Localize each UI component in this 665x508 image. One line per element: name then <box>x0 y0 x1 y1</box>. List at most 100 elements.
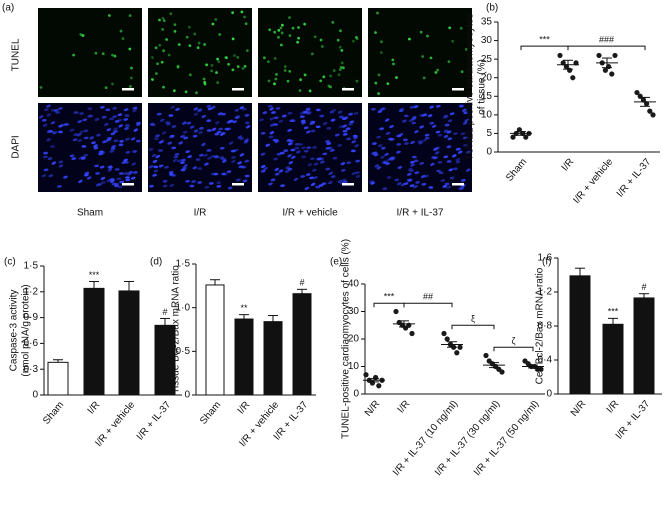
cell-nucleus <box>275 72 278 76</box>
data-point <box>409 330 415 337</box>
bar <box>569 275 591 395</box>
cell-nucleus <box>94 117 100 121</box>
cell-nucleus <box>102 140 107 144</box>
cell-nucleus <box>215 71 218 74</box>
cell-nucleus <box>322 122 328 126</box>
cell-nucleus <box>266 60 270 64</box>
cell-nucleus <box>234 116 240 120</box>
cell-nucleus <box>205 63 209 67</box>
cell-nucleus <box>77 120 82 124</box>
cell-nucleus <box>186 121 192 125</box>
cell-nucleus <box>244 121 250 125</box>
cell-nucleus <box>128 14 132 17</box>
cell-nucleus <box>421 55 425 58</box>
cell-nucleus <box>72 53 75 57</box>
cell-nucleus <box>241 66 245 70</box>
cell-nucleus <box>50 145 55 148</box>
cell-nucleus <box>291 155 296 160</box>
y-tick-label: 40 <box>348 279 360 290</box>
cell-nucleus <box>379 127 384 131</box>
cell-nucleus <box>269 117 274 121</box>
data-point <box>376 383 382 389</box>
y-tick-label: 15 <box>481 91 493 102</box>
cell-nucleus <box>184 90 188 94</box>
cell-nucleus <box>43 151 48 155</box>
cell-nucleus <box>388 137 393 141</box>
y-tick-label: 0·5 <box>176 346 191 357</box>
y-tick-label: 1·5 <box>24 261 39 272</box>
cell-nucleus <box>109 117 114 121</box>
cell-nucleus <box>331 108 337 112</box>
cell-nucleus <box>161 131 167 135</box>
cell-nucleus <box>464 118 469 122</box>
cell-nucleus <box>154 137 159 140</box>
cell-nucleus <box>244 22 248 26</box>
cell-nucleus <box>413 185 418 189</box>
cell-nucleus <box>50 121 56 125</box>
cell-nucleus <box>239 106 245 110</box>
cell-nucleus <box>384 118 390 122</box>
cell-nucleus <box>99 165 105 169</box>
cell-nucleus <box>153 165 159 169</box>
cell-nucleus <box>188 73 192 77</box>
cell-nucleus <box>310 157 315 161</box>
cell-nucleus <box>228 141 234 145</box>
bar <box>83 287 105 396</box>
cell-nucleus <box>409 105 415 109</box>
cell-nucleus <box>94 51 98 55</box>
cell-nucleus <box>111 182 117 186</box>
cell-nucleus <box>185 35 189 39</box>
y-axis-label: TUNEL-positive cardiaomyocytes of cells … <box>341 239 352 439</box>
cell-nucleus <box>158 164 164 168</box>
cell-nucleus <box>210 63 214 67</box>
cell-nucleus <box>348 122 353 126</box>
cell-nucleus <box>421 113 427 117</box>
cell-nucleus <box>332 156 338 160</box>
cell-nucleus <box>83 153 89 157</box>
cell-nucleus <box>151 153 157 158</box>
cell-nucleus <box>300 175 305 178</box>
significance-bracket <box>451 324 495 330</box>
data-point <box>647 108 653 114</box>
cell-nucleus <box>63 175 68 179</box>
cell-nucleus <box>78 179 83 184</box>
cell-nucleus <box>162 184 168 188</box>
cell-nucleus <box>348 112 353 116</box>
cell-nucleus <box>218 33 222 36</box>
cell-nucleus <box>301 121 306 125</box>
cell-nucleus <box>319 38 323 42</box>
cell-nucleus <box>326 142 332 146</box>
significance-label: *** <box>608 307 619 317</box>
cell-nucleus <box>169 183 174 187</box>
cell-nucleus <box>242 179 248 183</box>
cell-nucleus <box>114 168 120 171</box>
cell-nucleus <box>187 25 191 29</box>
cell-nucleus <box>281 23 284 27</box>
bar <box>633 297 655 395</box>
cell-nucleus <box>310 52 314 56</box>
cell-nucleus <box>94 164 99 168</box>
cell-nucleus <box>283 149 289 153</box>
cell-nucleus <box>206 119 212 123</box>
cell-nucleus <box>172 158 178 162</box>
data-point <box>510 134 516 140</box>
cell-nucleus <box>73 111 79 114</box>
cell-nucleus <box>240 10 244 14</box>
cell-nucleus <box>326 126 332 130</box>
data-point <box>483 352 489 359</box>
cell-nucleus <box>101 181 106 184</box>
cell-nucleus <box>41 118 47 122</box>
cell-nucleus <box>424 174 429 178</box>
cell-nucleus <box>407 37 411 41</box>
cell-nucleus <box>236 65 240 68</box>
cell-nucleus <box>218 127 223 131</box>
cell-nucleus <box>340 61 344 65</box>
cell-nucleus <box>167 53 171 57</box>
cell-nucleus <box>305 108 311 112</box>
cell-nucleus <box>303 111 309 114</box>
cell-nucleus <box>210 154 216 158</box>
cell-nucleus <box>95 183 101 187</box>
cell-nucleus <box>245 49 249 52</box>
cell-nucleus <box>320 45 324 48</box>
cell-nucleus <box>288 16 291 19</box>
